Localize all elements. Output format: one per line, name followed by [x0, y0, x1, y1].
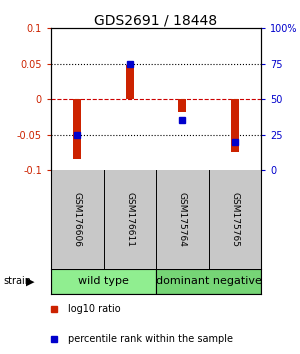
Text: GSM175765: GSM175765 [230, 192, 239, 247]
Text: GSM176606: GSM176606 [73, 192, 82, 247]
Text: dominant negative: dominant negative [156, 276, 261, 286]
Text: log10 ratio: log10 ratio [68, 304, 120, 314]
Bar [126, 65, 134, 99]
Bar [51, 269, 156, 294]
Text: wild type: wild type [78, 276, 129, 286]
Text: percentile rank within the sample: percentile rank within the sample [68, 334, 233, 344]
Bar [178, 99, 186, 112]
Text: strain: strain [3, 276, 31, 286]
Bar [231, 99, 239, 152]
Text: GSM175764: GSM175764 [178, 192, 187, 247]
Text: GSM176611: GSM176611 [125, 192, 134, 247]
Title: GDS2691 / 18448: GDS2691 / 18448 [94, 13, 218, 27]
Bar [73, 99, 81, 159]
Bar [156, 269, 261, 294]
Text: ▶: ▶ [26, 276, 34, 286]
